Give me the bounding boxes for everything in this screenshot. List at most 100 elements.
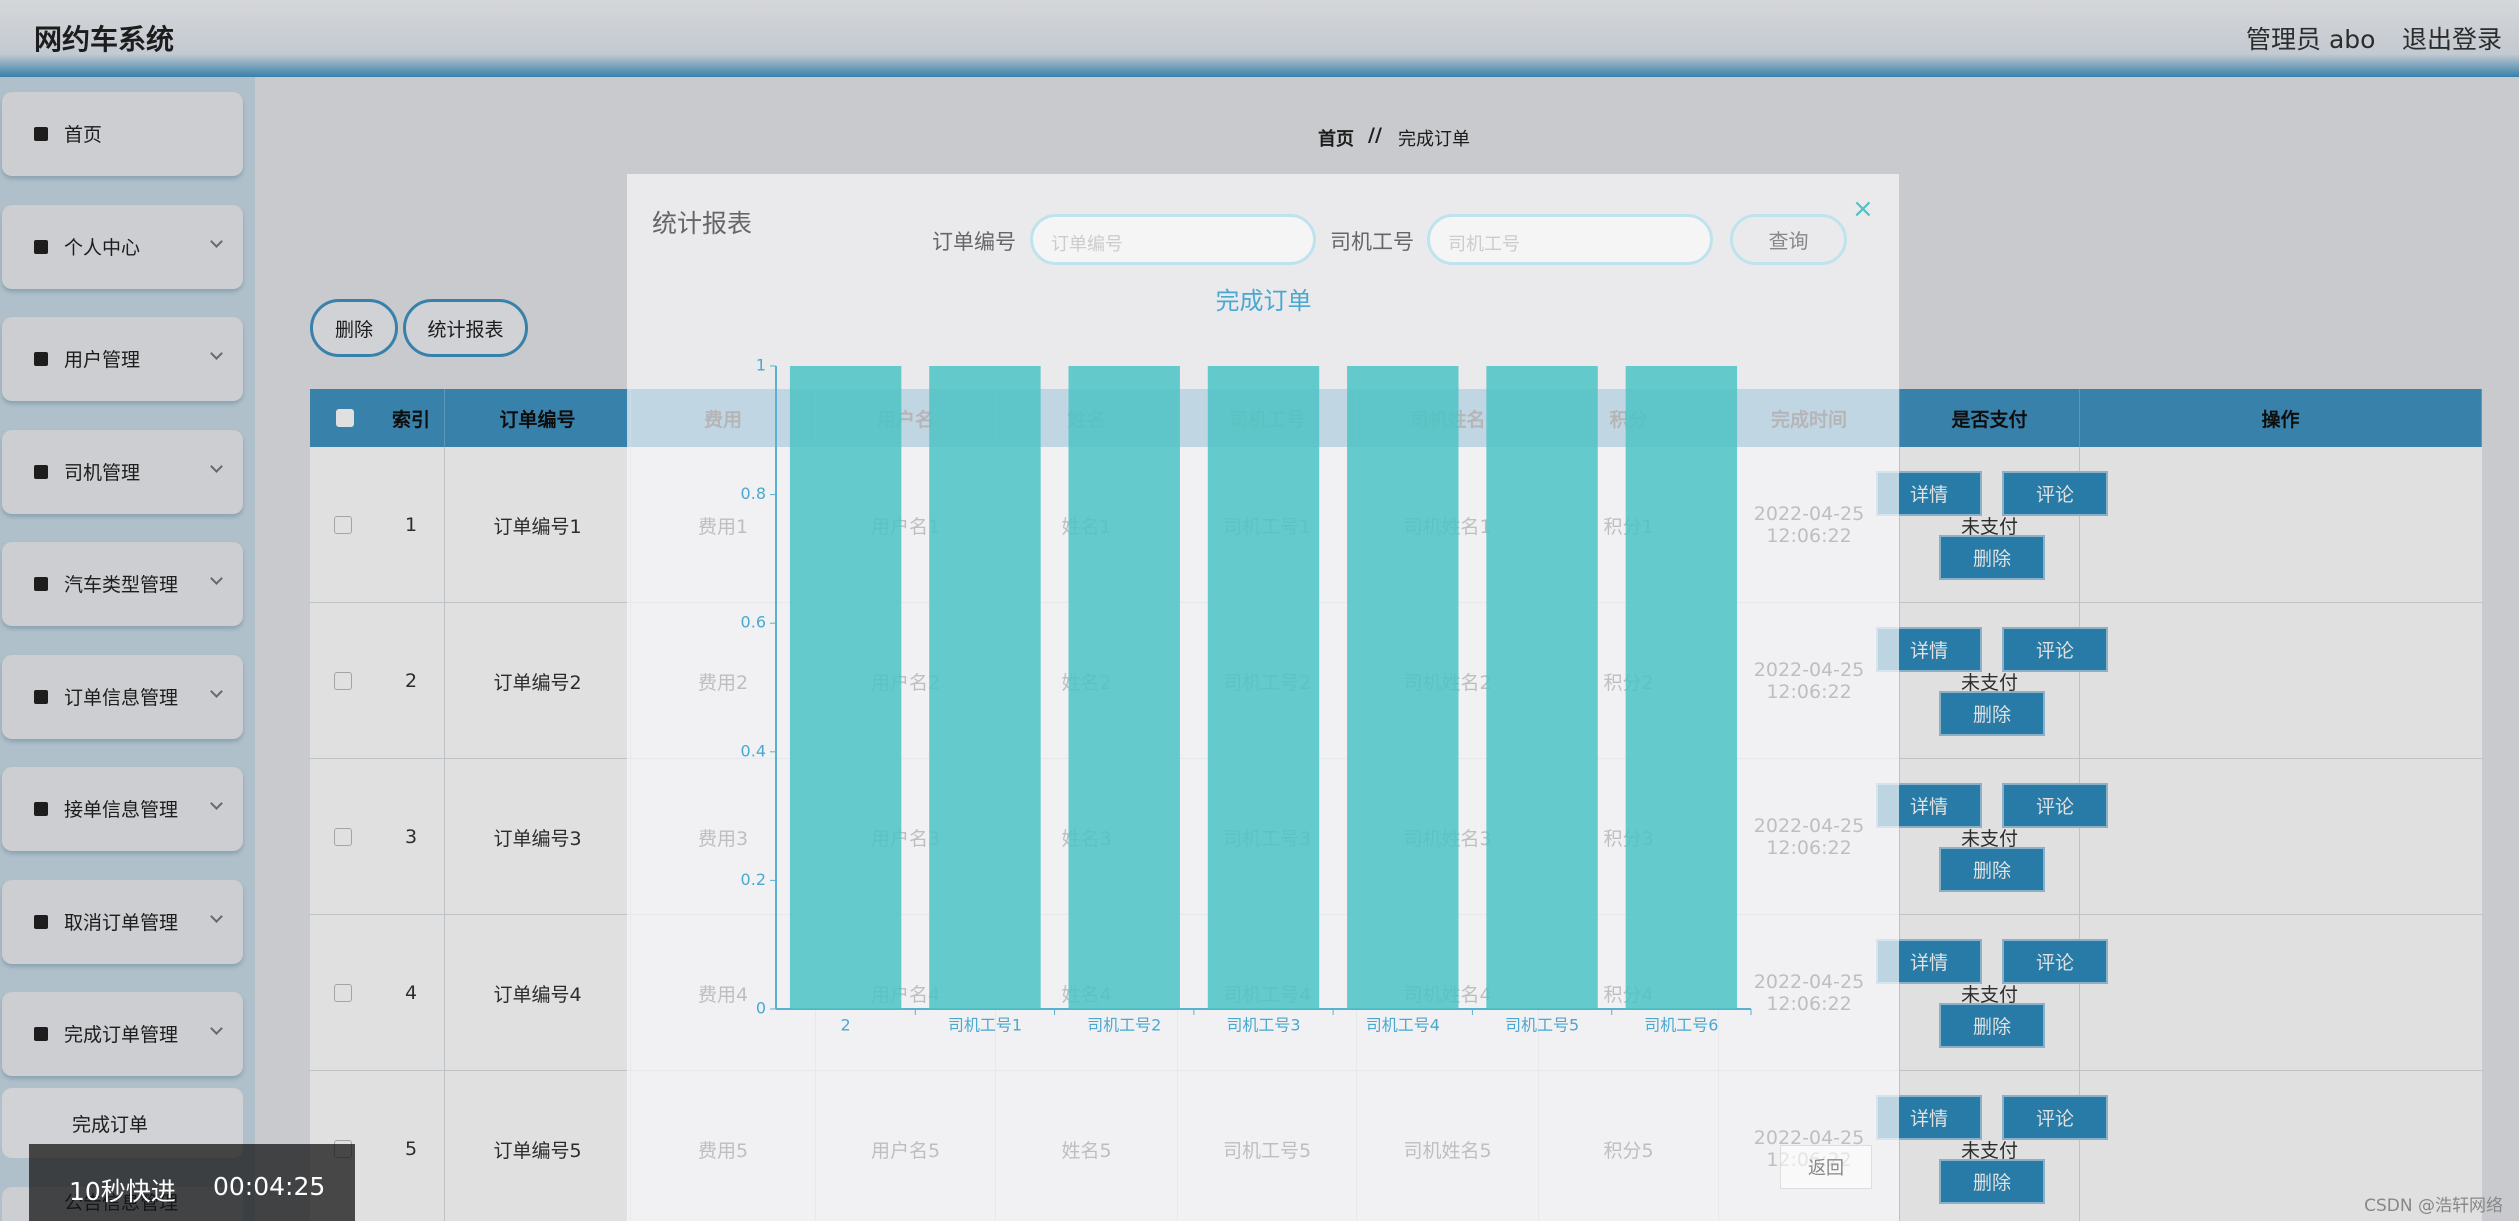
sidebar: 首页 个人中心 用户管理 司机管理 汽车类型管理 订单信息管理 接单信息管理 取消订单管理 完成… xyxy=(0,77,255,1221)
menu-icon xyxy=(34,577,48,591)
row-checkbox[interactable] xyxy=(334,672,352,690)
x-tick-label: 司机工号5 xyxy=(1505,1016,1579,1035)
table-cell: 未支付 xyxy=(1900,447,2080,603)
y-tick-label: 0.2 xyxy=(741,870,766,889)
menu-label: 取消订单管理 xyxy=(64,911,179,934)
action-button[interactable]: 评论 xyxy=(2002,939,2108,984)
menu-item[interactable]: 完成订单管理 xyxy=(2,992,243,1076)
menu-label: 汽车类型管理 xyxy=(64,574,179,596)
table-cell: 未支付 xyxy=(1900,1071,2080,1221)
query-button[interactable]: 查询 xyxy=(1730,214,1847,265)
menu-item[interactable]: 用户管理 xyxy=(2,317,243,401)
watermark: CSDN @浩轩网络 xyxy=(2364,1196,2503,1216)
input-placeholder: 订单编号 xyxy=(1051,234,1123,255)
table-cell: 5 xyxy=(378,1071,445,1221)
table-cell: 未支付 xyxy=(1900,759,2080,915)
table-cell: 3 xyxy=(378,759,445,915)
skip-label[interactable]: 10秒快进 xyxy=(69,1177,176,1206)
row-checkbox[interactable] xyxy=(334,828,352,846)
action-button[interactable]: 评论 xyxy=(2002,783,2108,828)
menu-label: 完成订单 xyxy=(72,1114,149,1136)
menu-item[interactable]: 取消订单管理 xyxy=(2,879,243,964)
action-button[interactable]: 删除 xyxy=(1939,1003,2045,1048)
menu-icon xyxy=(34,689,48,704)
menu-icon xyxy=(34,1027,48,1041)
table-cell: 未支付 xyxy=(1900,603,2080,759)
action-button[interactable]: 评论 xyxy=(2002,471,2108,516)
x-tick-label: 司机工号3 xyxy=(1226,1016,1300,1035)
header: 网约车系统 管理员 abo 退出登录 xyxy=(0,0,2519,77)
bar xyxy=(1625,366,1738,1009)
menu-label: 首页 xyxy=(64,124,103,146)
x-tick-label: 司机工号6 xyxy=(1644,1016,1718,1035)
toolbar-button[interactable]: 统计报表 xyxy=(403,299,528,357)
y-tick-label: 0.4 xyxy=(741,741,766,760)
menu-item[interactable]: 司机管理 xyxy=(2,429,243,514)
bar xyxy=(929,366,1041,1009)
bar xyxy=(1068,366,1180,1009)
action-button[interactable]: 删除 xyxy=(1939,691,2045,736)
search-input[interactable]: 订单编号 xyxy=(1030,214,1316,265)
y-tick-label: 1 xyxy=(756,356,766,375)
menu-label: 用户管理 xyxy=(64,349,141,371)
action-button[interactable]: 删除 xyxy=(1939,847,2045,892)
back-button[interactable]: 返回 xyxy=(1780,1145,1872,1189)
logout[interactable]: 退出登录 xyxy=(2402,25,2503,54)
menu-label: 接单信息管理 xyxy=(64,799,179,821)
menu-icon xyxy=(34,914,48,929)
column-header: 操作 xyxy=(2080,389,2482,447)
column-header: 索引 xyxy=(378,389,445,447)
action-button[interactable]: 删除 xyxy=(1939,1159,2045,1204)
table-cell: 4 xyxy=(378,915,445,1071)
app-title: 网约车系统 xyxy=(34,23,175,56)
bar xyxy=(1207,366,1320,1009)
chart-title: 完成订单 xyxy=(1216,287,1312,315)
column-header: 是否支付 xyxy=(1900,389,2080,447)
close-icon[interactable]: × xyxy=(1852,194,1874,224)
menu-label: 完成订单管理 xyxy=(64,1024,179,1046)
y-tick-label: 0.6 xyxy=(741,613,766,632)
modal-title: 统计报表 xyxy=(652,209,753,238)
action-button[interactable]: 评论 xyxy=(2002,1095,2108,1140)
menu-icon xyxy=(34,352,48,366)
breadcrumb-separator: // xyxy=(1368,124,1382,146)
menu-item[interactable]: 汽车类型管理 xyxy=(2,542,243,626)
time-label: 00:04:25 xyxy=(213,1172,326,1201)
user-name[interactable]: 管理员 abo xyxy=(2246,25,2376,54)
menu-label: 订单信息管理 xyxy=(64,686,179,709)
y-tick-label: 0 xyxy=(756,999,766,1018)
x-tick-label: 司机工号2 xyxy=(1087,1016,1161,1035)
menu-label: 个人中心 xyxy=(64,236,141,259)
input-placeholder: 司机工号 xyxy=(1448,234,1520,255)
breadcrumb-current: 完成订单 xyxy=(1398,129,1470,150)
menu-label: 司机管理 xyxy=(64,461,141,484)
row-checkbox[interactable] xyxy=(334,516,352,534)
action-button[interactable]: 删除 xyxy=(1939,535,2045,580)
x-tick-label: 司机工号4 xyxy=(1366,1016,1440,1035)
menu-item[interactable]: 首页 xyxy=(2,92,243,176)
x-tick-label: 2 xyxy=(841,1016,851,1035)
header-checkbox[interactable] xyxy=(336,409,354,427)
row-checkbox[interactable] xyxy=(334,984,352,1002)
action-button[interactable]: 评论 xyxy=(2002,627,2108,672)
breadcrumb-home[interactable]: 首页 xyxy=(1318,129,1354,150)
menu-item[interactable]: 接单信息管理 xyxy=(2,767,243,851)
menu-icon xyxy=(34,239,48,254)
y-tick-label: 0.8 xyxy=(741,484,766,503)
menu-icon xyxy=(34,127,48,141)
menu-icon xyxy=(34,802,48,816)
search-label: 司机工号 xyxy=(1330,230,1414,254)
video-overlay: 10秒快进 00:04:25 xyxy=(29,1144,355,1221)
table-cell: 2 xyxy=(378,603,445,759)
menu-item[interactable]: 订单信息管理 xyxy=(2,654,243,739)
table-cell: 1 xyxy=(378,447,445,603)
search-input[interactable]: 司机工号 xyxy=(1427,214,1713,265)
bar xyxy=(1347,366,1459,1009)
toolbar-button[interactable]: 删除 xyxy=(310,299,398,357)
search-label: 订单编号 xyxy=(932,230,1016,254)
menu-item[interactable]: 个人中心 xyxy=(2,204,243,289)
menu-icon xyxy=(34,464,48,479)
x-tick-label: 司机工号1 xyxy=(948,1016,1022,1035)
